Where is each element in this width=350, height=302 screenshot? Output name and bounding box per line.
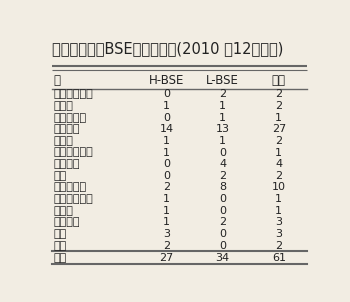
Text: 4: 4 bbox=[219, 159, 226, 169]
Text: アイルランド: アイルランド bbox=[53, 147, 93, 158]
Text: 1: 1 bbox=[275, 194, 282, 204]
Text: 日本: 日本 bbox=[53, 171, 66, 181]
Text: デンマーク: デンマーク bbox=[53, 113, 86, 123]
Text: 3: 3 bbox=[275, 229, 282, 239]
Text: スイス: スイス bbox=[53, 206, 73, 216]
Text: H-BSE: H-BSE bbox=[149, 74, 184, 87]
Text: 合計: 合計 bbox=[272, 74, 286, 87]
Text: 2: 2 bbox=[219, 89, 226, 99]
Text: 1: 1 bbox=[163, 194, 170, 204]
Text: 0: 0 bbox=[219, 206, 226, 216]
Text: L-BSE: L-BSE bbox=[206, 74, 239, 87]
Text: 0: 0 bbox=[219, 240, 226, 251]
Text: 2: 2 bbox=[275, 240, 282, 251]
Text: 1: 1 bbox=[219, 101, 226, 111]
Text: 0: 0 bbox=[219, 229, 226, 239]
Text: 米国: 米国 bbox=[53, 240, 66, 251]
Text: オランダ: オランダ bbox=[53, 217, 80, 227]
Text: 1: 1 bbox=[163, 136, 170, 146]
Text: 2: 2 bbox=[163, 240, 170, 251]
Text: 1: 1 bbox=[219, 113, 226, 123]
Text: 3: 3 bbox=[163, 229, 170, 239]
Text: 1: 1 bbox=[163, 101, 170, 111]
Text: 1: 1 bbox=[275, 147, 282, 158]
Text: 0: 0 bbox=[163, 113, 170, 123]
Text: 27: 27 bbox=[272, 124, 286, 134]
Text: 34: 34 bbox=[216, 253, 230, 263]
Text: 国: 国 bbox=[53, 74, 60, 87]
Text: 27: 27 bbox=[160, 253, 174, 263]
Text: 0: 0 bbox=[219, 147, 226, 158]
Text: 0: 0 bbox=[163, 159, 170, 169]
Text: ドイツ: ドイツ bbox=[53, 136, 73, 146]
Text: オーストリア: オーストリア bbox=[53, 89, 93, 99]
Text: 4: 4 bbox=[275, 159, 282, 169]
Text: 2: 2 bbox=[275, 89, 282, 99]
Text: スウェーデン: スウェーデン bbox=[53, 194, 93, 204]
Text: 2: 2 bbox=[219, 217, 226, 227]
Text: ポーランド: ポーランド bbox=[53, 182, 86, 192]
Text: 0: 0 bbox=[219, 194, 226, 204]
Text: 2: 2 bbox=[219, 171, 226, 181]
Text: 1: 1 bbox=[163, 206, 170, 216]
Text: 0: 0 bbox=[163, 89, 170, 99]
Text: 2: 2 bbox=[275, 136, 282, 146]
Text: 1: 1 bbox=[275, 113, 282, 123]
Text: 2: 2 bbox=[275, 101, 282, 111]
Text: 2: 2 bbox=[275, 171, 282, 181]
Text: 8: 8 bbox=[219, 182, 226, 192]
Text: 1: 1 bbox=[163, 217, 170, 227]
Text: 世界の非定型BSEの発生頭数(2010 年12月現在): 世界の非定型BSEの発生頭数(2010 年12月現在) bbox=[52, 41, 283, 56]
Text: 英国: 英国 bbox=[53, 229, 66, 239]
Text: カナダ: カナダ bbox=[53, 101, 73, 111]
Text: 1: 1 bbox=[163, 147, 170, 158]
Text: 61: 61 bbox=[272, 253, 286, 263]
Text: 14: 14 bbox=[160, 124, 174, 134]
Text: 13: 13 bbox=[216, 124, 230, 134]
Text: 合計: 合計 bbox=[53, 253, 66, 263]
Text: 0: 0 bbox=[163, 171, 170, 181]
Text: イタリア: イタリア bbox=[53, 159, 80, 169]
Text: 1: 1 bbox=[219, 136, 226, 146]
Text: フランス: フランス bbox=[53, 124, 80, 134]
Text: 1: 1 bbox=[275, 206, 282, 216]
Text: 10: 10 bbox=[272, 182, 286, 192]
Text: 3: 3 bbox=[275, 217, 282, 227]
Text: 2: 2 bbox=[163, 182, 170, 192]
